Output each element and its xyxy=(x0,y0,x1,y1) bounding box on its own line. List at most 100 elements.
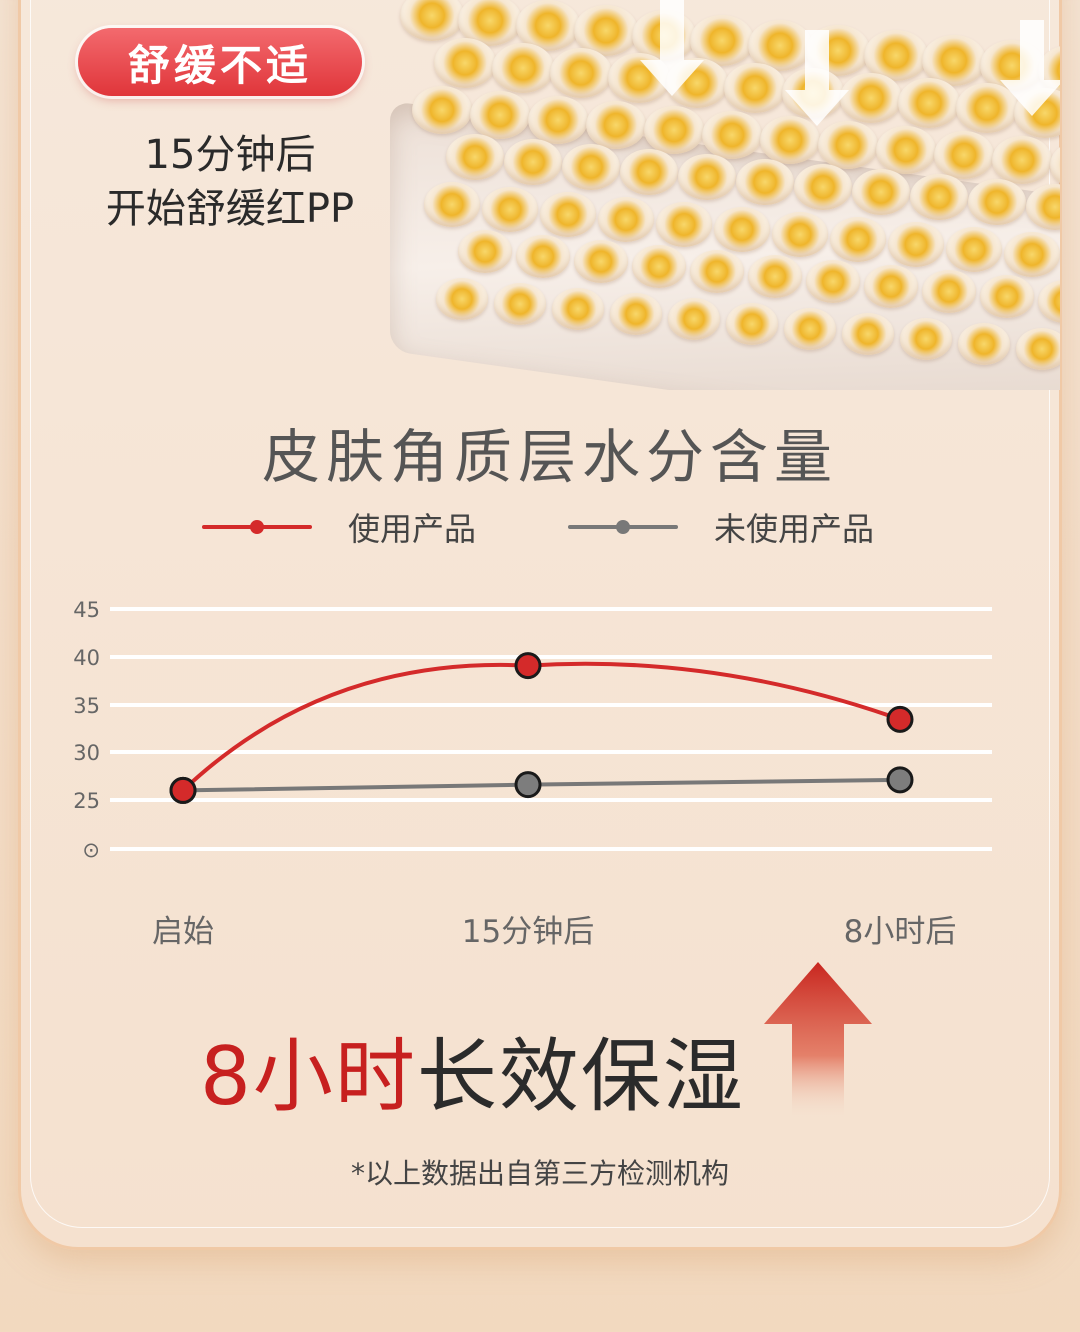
arrow-down-icon xyxy=(785,30,849,126)
gel-bubble xyxy=(574,5,638,57)
gel-bubble xyxy=(424,182,480,227)
gel-bubble xyxy=(668,298,720,340)
gel-bubble xyxy=(1038,280,1060,324)
gel-bubble xyxy=(772,212,828,257)
subtitle-line-2: 开始舒缓红PP xyxy=(105,186,355,232)
legend-unused-label: 未使用产品 xyxy=(714,510,875,548)
gel-bubble xyxy=(610,293,662,335)
gel-bubble xyxy=(412,86,472,134)
gel-bubble xyxy=(864,30,928,82)
gel-bubble xyxy=(702,111,762,159)
gel-bubble xyxy=(958,323,1010,365)
gel-bubble xyxy=(494,283,546,325)
headline-rest: 长效保湿 xyxy=(416,1030,745,1123)
gel-bubble xyxy=(910,174,968,221)
y-tick-label: ⊙ xyxy=(82,838,100,862)
gel-bubble xyxy=(1016,328,1060,370)
gel-bubble xyxy=(864,265,918,309)
gel-bubble xyxy=(748,20,812,72)
data-point-unused xyxy=(886,766,914,794)
gel-bubble xyxy=(922,270,976,314)
gel-bubble xyxy=(540,192,596,237)
gel-bubble xyxy=(794,164,852,211)
arrow-down-icon xyxy=(640,0,704,96)
subtitle-line-1: 15分钟后 xyxy=(144,132,316,178)
gel-bubble xyxy=(830,217,886,262)
gel-bubble xyxy=(1004,232,1060,277)
gel-bubble xyxy=(400,0,464,42)
gel-bubble xyxy=(726,303,778,345)
gel-bubble xyxy=(678,154,736,201)
gel-bubble xyxy=(934,131,994,179)
gel-bubble xyxy=(690,250,744,294)
gel-bubble xyxy=(482,187,538,232)
x-tick-label: 15分钟后 xyxy=(462,914,594,950)
legend-used-swatch xyxy=(202,520,312,534)
gel-bubble xyxy=(1050,141,1060,189)
legend-unused-swatch xyxy=(568,520,678,534)
gel-bubble xyxy=(900,318,952,360)
gel-bubble xyxy=(528,96,588,144)
gel-bubble xyxy=(888,222,944,267)
gel-bubble xyxy=(644,106,704,154)
legend-used: 使用产品 xyxy=(202,505,476,549)
y-tick-label: 40 xyxy=(73,646,100,670)
headline-highlight: 8小时 xyxy=(200,1030,417,1123)
gel-bubble xyxy=(714,207,770,252)
gel-bubble xyxy=(504,139,562,186)
gel-bubble xyxy=(852,169,910,216)
y-tick-label: 25 xyxy=(73,789,100,813)
headline: 8小时长效保湿 xyxy=(200,1012,745,1128)
moisture-line-chart: 45 40 35 30 25 ⊙ 启始 15分钟后 8小时后 xyxy=(73,598,992,950)
x-tick-label: 8小时后 xyxy=(844,914,957,950)
up-arrow-icon xyxy=(764,962,872,1118)
gel-bubble xyxy=(470,91,530,139)
gel-bubble xyxy=(876,126,936,174)
gel-bubble xyxy=(516,0,580,52)
gel-bubble xyxy=(946,227,1002,272)
gel-bubble xyxy=(656,202,712,247)
y-tick-label: 35 xyxy=(73,694,100,718)
data-point-used xyxy=(169,776,197,804)
data-point-unused xyxy=(514,771,542,799)
gel-bubble xyxy=(840,73,902,123)
gel-bubble xyxy=(598,197,654,242)
gel-bubble xyxy=(434,38,496,88)
gel-bubble xyxy=(446,134,504,181)
soothe-badge: 舒缓不适 xyxy=(78,28,362,96)
gel-bubble xyxy=(436,278,488,320)
footnote: *以上数据出自第三方检测机构 xyxy=(350,1157,729,1190)
gel-bubble xyxy=(632,245,686,289)
gel-bubble xyxy=(968,179,1026,226)
gel-bubble xyxy=(898,78,960,128)
gel-bubble xyxy=(818,121,878,169)
legend-unused: 未使用产品 xyxy=(568,505,874,549)
gel-bubble xyxy=(552,288,604,330)
y-tick-label: 45 xyxy=(73,598,100,622)
series-line-used xyxy=(181,661,901,792)
x-tick-label: 启始 xyxy=(152,914,214,950)
gel-bubble xyxy=(748,255,802,299)
gel-bubble xyxy=(562,144,620,191)
gel-bubble xyxy=(784,308,836,350)
gel-bubble xyxy=(492,43,554,93)
y-tick-label: 30 xyxy=(73,741,100,765)
gel-bubble xyxy=(458,230,512,274)
gel-bubble xyxy=(574,240,628,284)
card-inner-border xyxy=(30,0,1050,1228)
gel-bubble-image xyxy=(380,0,1060,390)
gel-bubble xyxy=(550,48,612,98)
legend-used-label: 使用产品 xyxy=(348,510,477,548)
gel-bubble xyxy=(586,101,646,149)
gel-bubble xyxy=(724,63,786,113)
gel-bubble xyxy=(842,313,894,355)
gel-bubble xyxy=(992,136,1052,184)
gel-bubble xyxy=(620,149,678,196)
arrow-down-icon xyxy=(1000,20,1060,116)
gel-bubble xyxy=(516,235,570,279)
gel-bubble xyxy=(736,159,794,206)
data-point-used xyxy=(514,652,542,680)
series-line-unused xyxy=(182,777,901,793)
gel-bubble xyxy=(980,275,1034,319)
gel-bubble xyxy=(922,35,986,87)
